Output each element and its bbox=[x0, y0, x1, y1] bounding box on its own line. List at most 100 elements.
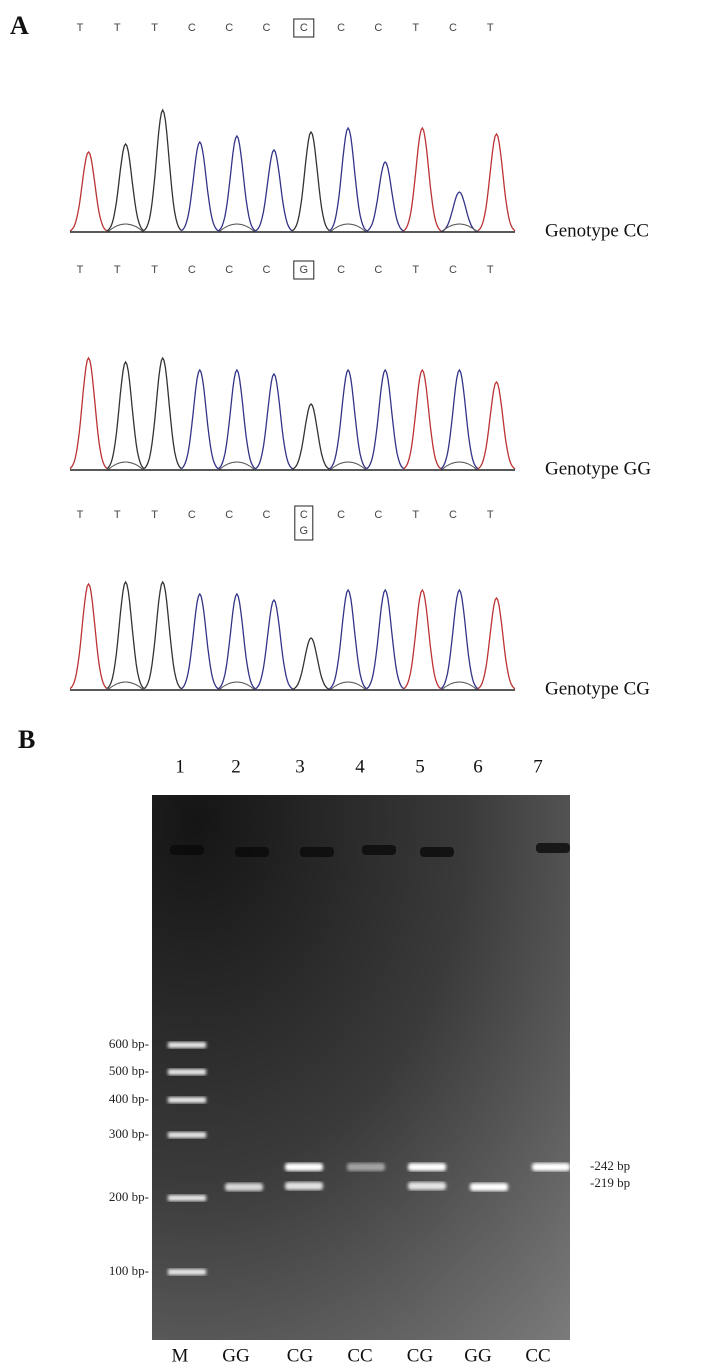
peak bbox=[69, 356, 108, 470]
peak bbox=[106, 142, 145, 232]
lane-number: 6 bbox=[473, 756, 483, 777]
gel-well bbox=[170, 845, 204, 855]
peak bbox=[255, 372, 293, 470]
peak bbox=[180, 140, 219, 232]
base-call: C bbox=[337, 509, 345, 521]
gel-band bbox=[285, 1163, 323, 1171]
peak bbox=[69, 150, 108, 232]
peak bbox=[477, 380, 516, 470]
gel-band bbox=[408, 1182, 446, 1190]
minor-peak bbox=[218, 681, 256, 691]
ladder-band bbox=[168, 1042, 206, 1048]
minor-peak bbox=[107, 223, 144, 233]
base-call: C bbox=[225, 22, 233, 34]
base-call: T bbox=[151, 264, 158, 276]
base-call: C bbox=[449, 264, 457, 276]
ladder-band bbox=[168, 1132, 206, 1138]
peak bbox=[143, 580, 182, 690]
minor-peak bbox=[107, 681, 144, 691]
base-call: T bbox=[151, 509, 158, 521]
band-label: -242 bp bbox=[590, 1158, 630, 1173]
peak bbox=[255, 598, 293, 690]
ladder-label: 600 bp- bbox=[109, 1036, 149, 1051]
peak bbox=[143, 108, 182, 231]
ladder-band bbox=[168, 1195, 206, 1201]
base-call: T bbox=[412, 509, 419, 521]
peak bbox=[366, 161, 405, 232]
band-label: -219 bp bbox=[590, 1175, 630, 1190]
base-box bbox=[294, 505, 314, 541]
gel-band bbox=[408, 1163, 446, 1171]
lane-number: 7 bbox=[533, 756, 543, 777]
minor-peak bbox=[107, 461, 144, 471]
peak bbox=[106, 360, 145, 470]
lane-number: 2 bbox=[231, 756, 241, 777]
base-call: T bbox=[77, 264, 84, 276]
base-call: G bbox=[300, 525, 309, 537]
minor-peak bbox=[441, 681, 478, 691]
base-call: T bbox=[114, 264, 121, 276]
lane-number: 1 bbox=[175, 756, 185, 777]
gel-well bbox=[420, 847, 454, 857]
genotype-label: Genotype CC bbox=[545, 220, 649, 241]
peak bbox=[329, 588, 368, 690]
gel-band bbox=[532, 1163, 570, 1171]
base-call: C bbox=[337, 264, 345, 276]
minor-peak bbox=[329, 681, 367, 691]
peak bbox=[255, 148, 293, 232]
peak bbox=[477, 596, 516, 690]
peak bbox=[477, 132, 516, 232]
base-call: T bbox=[487, 509, 494, 521]
base-call: C bbox=[449, 22, 457, 34]
peak bbox=[403, 588, 442, 690]
base-call: T bbox=[487, 264, 494, 276]
ladder-band bbox=[168, 1069, 206, 1075]
minor-peak bbox=[329, 461, 367, 471]
peak bbox=[440, 588, 479, 690]
lane-genotype: GG bbox=[464, 1345, 492, 1366]
lane-genotype: M bbox=[172, 1345, 189, 1366]
ladder-label: 500 bp- bbox=[109, 1063, 149, 1078]
base-call: C bbox=[263, 509, 271, 521]
ladder-label: 100 bp- bbox=[109, 1263, 149, 1278]
base-call: C bbox=[225, 509, 233, 521]
base-call: C bbox=[449, 509, 457, 521]
peak bbox=[292, 637, 330, 690]
base-box bbox=[293, 260, 315, 280]
peak bbox=[106, 580, 145, 690]
base-call: C bbox=[225, 264, 233, 276]
base-call: T bbox=[412, 264, 419, 276]
base-call: T bbox=[487, 22, 494, 34]
gel-well bbox=[362, 845, 396, 855]
peak bbox=[180, 592, 219, 690]
ladder-label: 400 bp- bbox=[109, 1091, 149, 1106]
lane-genotype: CG bbox=[407, 1345, 434, 1366]
gel-well bbox=[235, 847, 269, 857]
base-call: T bbox=[412, 22, 419, 34]
peak bbox=[440, 368, 479, 470]
base-call: C bbox=[374, 509, 382, 521]
lane-genotype: GG bbox=[222, 1345, 250, 1366]
base-call: C bbox=[374, 22, 382, 34]
base-call: T bbox=[77, 509, 84, 521]
peak bbox=[180, 368, 219, 470]
panel-label: B bbox=[18, 725, 35, 754]
base-call: G bbox=[300, 264, 309, 276]
base-call: T bbox=[114, 22, 121, 34]
peak bbox=[403, 126, 442, 232]
base-call: T bbox=[151, 22, 158, 34]
lane-number: 4 bbox=[355, 756, 365, 777]
lane-genotype: CC bbox=[347, 1345, 372, 1366]
minor-peak bbox=[218, 223, 256, 233]
gel-band bbox=[225, 1183, 263, 1191]
lane-number: 5 bbox=[415, 756, 425, 777]
peak bbox=[329, 368, 368, 470]
minor-peak bbox=[441, 223, 478, 233]
base-call: C bbox=[263, 22, 271, 34]
base-call: C bbox=[188, 22, 196, 34]
gel-band bbox=[285, 1182, 323, 1190]
peak bbox=[329, 126, 368, 232]
base-box bbox=[293, 18, 315, 38]
genotype-label: Genotype GG bbox=[545, 458, 651, 479]
base-call: T bbox=[77, 22, 84, 34]
